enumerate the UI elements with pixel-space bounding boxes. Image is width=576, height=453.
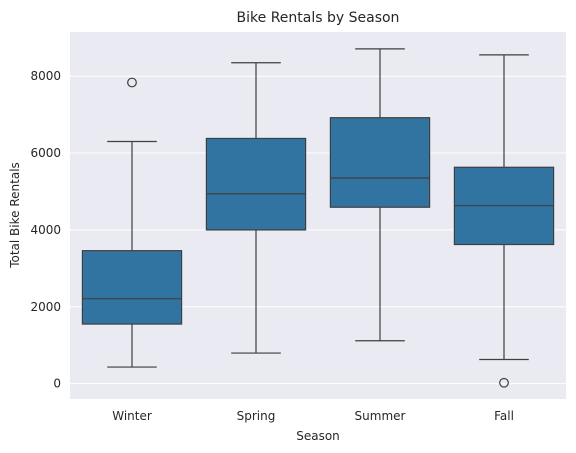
x-tick-label: Summer (355, 409, 406, 423)
x-tick-labels: Winter Spring Summer Fall (112, 409, 514, 423)
y-tick-label: 2000 (30, 300, 61, 314)
y-axis-label: Total Bike Rentals (8, 162, 22, 269)
x-tick-label: Fall (494, 409, 514, 423)
y-tick-label: 8000 (30, 69, 61, 83)
outlier-point (127, 77, 137, 88)
chart-title: Bike Rentals by Season (237, 10, 400, 26)
box-spring (205, 62, 307, 354)
box-summer (329, 48, 431, 342)
iqr-box (81, 250, 183, 325)
box-winter (81, 77, 183, 368)
boxes-group (81, 48, 555, 388)
outlier-point (499, 377, 509, 388)
y-tick-label: 4000 (30, 223, 61, 237)
y-tick-labels: 0 2000 4000 6000 8000 (30, 69, 61, 390)
x-tick-label: Winter (112, 409, 152, 423)
y-tick-label: 6000 (30, 146, 61, 160)
x-axis-label: Season (296, 429, 340, 443)
x-tick-label: Spring (237, 409, 276, 423)
box-fall (453, 54, 555, 388)
iqr-box (329, 117, 431, 208)
iqr-box (205, 137, 307, 231)
y-tick-label: 0 (53, 377, 61, 391)
